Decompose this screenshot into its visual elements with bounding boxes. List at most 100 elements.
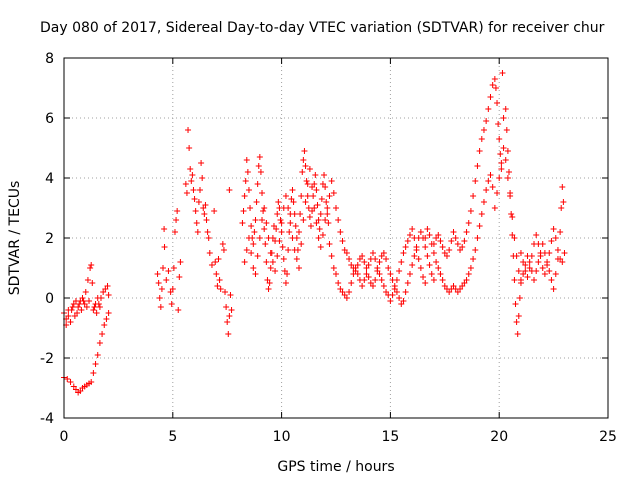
data-point [526,265,533,271]
data-point [494,190,501,196]
data-point [289,187,296,193]
data-point [467,265,474,271]
data-point [496,136,503,142]
data-point [298,193,305,199]
data-point [88,379,95,385]
data-point [326,193,333,199]
data-point [215,256,222,262]
data-point [225,331,232,337]
data-point [252,271,259,277]
data-point [505,169,512,175]
data-point [459,244,466,250]
data-point [279,244,286,250]
data-point [276,238,283,244]
data-point [335,217,342,223]
data-point [92,361,99,367]
data-point [242,178,249,184]
data-point [217,286,224,292]
data-point [170,265,177,271]
data-point [452,235,459,241]
data-point [201,211,208,217]
data-point [277,217,284,223]
data-point [157,304,164,310]
data-point [472,178,479,184]
data-point [287,220,294,226]
data-point [489,184,496,190]
data-point [537,253,544,259]
data-point [361,277,368,283]
data-point [245,235,252,241]
data-point [92,301,99,307]
data-point [262,241,269,247]
data-point [446,247,453,253]
data-point [372,256,379,262]
data-point [206,250,213,256]
data-point [265,286,272,292]
data-point [160,265,167,271]
data-point [517,250,524,256]
y-tick-label: 6 [45,111,54,127]
data-point [508,211,515,217]
data-point [224,319,231,325]
data-point [387,298,394,304]
data-point [325,220,332,226]
data-point [267,250,274,256]
data-point [498,160,505,166]
data-point [339,238,346,244]
data-point [68,307,75,313]
data-point [241,193,248,199]
data-point [313,220,320,226]
data-point [321,172,328,178]
data-point [182,181,189,187]
data-point [470,193,477,199]
data-point [255,163,262,169]
data-point [222,289,229,295]
data-point [494,100,501,106]
data-point [269,259,276,265]
data-point [263,259,270,265]
data-point [266,280,273,286]
data-point [84,277,91,283]
data-point [250,265,257,271]
data-point [343,250,350,256]
data-point [96,340,103,346]
data-point [302,163,309,169]
data-point [380,283,387,289]
data-point [495,121,502,127]
data-point [328,253,335,259]
data-point [415,256,422,262]
data-point [461,238,468,244]
x-tick-label: 25 [599,429,617,445]
data-point [278,220,285,226]
data-point [105,292,112,298]
data-point [304,181,311,187]
data-point [514,331,521,337]
data-point [513,319,520,325]
data-point [346,256,353,262]
data-point [285,205,292,211]
data-point [193,220,200,226]
data-point [169,286,176,292]
data-point [186,145,193,151]
data-point [409,226,416,232]
data-point [259,217,266,223]
data-point [241,259,248,265]
grid-lines [64,58,608,418]
data-point [404,280,411,286]
data-point [90,370,97,376]
data-point [454,241,461,247]
data-point [420,274,427,280]
data-point [183,190,190,196]
data-point [265,235,272,241]
data-point [293,256,300,262]
plot-frame [63,57,609,419]
data-point [385,265,392,271]
data-point [185,127,192,133]
data-point [546,250,553,256]
data-point [470,256,477,262]
data-point [74,310,81,316]
data-point [474,235,481,241]
data-point [343,295,350,301]
data-point [190,187,197,193]
